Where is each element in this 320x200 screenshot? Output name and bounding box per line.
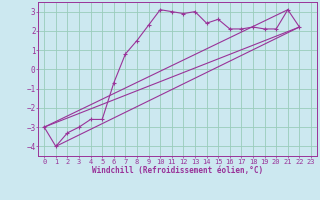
X-axis label: Windchill (Refroidissement éolien,°C): Windchill (Refroidissement éolien,°C) [92,166,263,175]
